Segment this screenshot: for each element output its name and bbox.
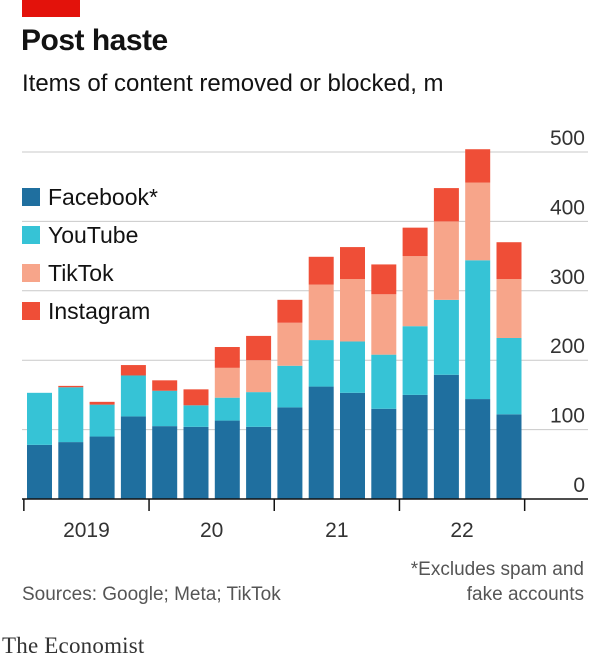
bar-instagram-8	[277, 299, 303, 323]
chart-title: Post haste	[21, 24, 168, 57]
bar-youtube-1	[58, 387, 84, 443]
legend-label-facebook: Facebook*	[48, 184, 158, 210]
brand-name: The Economist	[2, 633, 145, 658]
bar-instagram-2	[89, 401, 115, 405]
bar-tiktok-12	[402, 256, 428, 327]
y-tick-label-100: 100	[550, 405, 585, 428]
bar-youtube-10	[340, 341, 365, 393]
bar-instagram-14	[465, 149, 491, 183]
bar-instagram-11	[371, 264, 397, 295]
chart-panel: Post haste Items of content removed or b…	[21, 0, 588, 607]
x-tick-label-22: 22	[450, 519, 473, 542]
y-tick-label-0: 0	[573, 474, 585, 497]
bar-tiktok-13	[433, 221, 459, 300]
bar-instagram-13	[433, 188, 459, 222]
bar-youtube-14	[465, 260, 491, 400]
bar-tiktok-11	[371, 294, 397, 355]
bar-instagram-7	[246, 335, 272, 361]
red-tag	[22, 0, 80, 17]
x-tick-label-21: 21	[325, 519, 348, 542]
source-note: Sources: Google; Meta; TikTok	[22, 584, 281, 605]
bar-instagram-9	[308, 256, 334, 285]
bar-facebook-5	[183, 426, 209, 499]
brand-footer: The Economist	[0, 631, 608, 662]
legend-swatch-tiktok	[22, 264, 40, 282]
footnote-line-2: fake accounts	[466, 584, 584, 605]
bar-tiktok-14	[465, 182, 491, 261]
bar-youtube-3	[120, 375, 146, 417]
bar-facebook-3	[120, 416, 146, 499]
bar-tiktok-7	[246, 360, 272, 393]
bar-instagram-12	[402, 227, 428, 257]
bar-facebook-7	[246, 426, 272, 499]
y-tick-label-200: 200	[550, 335, 585, 358]
bar-instagram-5	[183, 389, 209, 406]
bar-youtube-8	[277, 365, 303, 408]
legend-label-instagram: Instagram	[48, 298, 150, 324]
bar-youtube-0	[27, 392, 52, 445]
bar-facebook-11	[371, 408, 397, 499]
y-tick-label-300: 300	[550, 266, 585, 289]
bar-youtube-5	[183, 405, 209, 427]
bar-youtube-6	[214, 397, 240, 421]
bar-instagram-4	[152, 380, 178, 391]
bar-tiktok-9	[308, 284, 334, 341]
legend-label-tiktok: TikTok	[48, 260, 114, 286]
stacked-bar-chart: 0 100 200 300 400 500 2019 20 21 22 Facebook* YouTu…	[22, 127, 588, 542]
bar-facebook-8	[277, 407, 303, 499]
bar-facebook-2	[89, 436, 115, 499]
bar-facebook-13	[433, 374, 459, 499]
bar-youtube-15	[496, 337, 522, 415]
bar-facebook-14	[465, 399, 491, 499]
x-tick-label-20: 20	[200, 519, 223, 542]
legend-swatch-instagram	[22, 302, 40, 320]
bar-facebook-4	[152, 426, 178, 499]
bar-facebook-6	[214, 420, 240, 499]
bar-youtube-11	[371, 354, 397, 409]
y-tick-label-500: 500	[550, 127, 585, 150]
bar-instagram-1	[58, 385, 84, 388]
bar-youtube-12	[402, 326, 428, 395]
y-tick-label-400: 400	[550, 196, 585, 219]
bar-facebook-1	[58, 442, 84, 499]
bar-instagram-6	[214, 347, 240, 368]
bar-youtube-7	[246, 392, 272, 427]
bar-facebook-10	[340, 392, 365, 499]
bar-youtube-4	[152, 390, 178, 427]
bar-facebook-12	[402, 394, 428, 499]
bar-facebook-15	[496, 414, 522, 499]
bar-youtube-13	[433, 299, 459, 375]
legend-label-youtube: YouTube	[48, 222, 138, 248]
bar-facebook-9	[308, 386, 334, 499]
bar-instagram-3	[120, 365, 146, 376]
legend-swatch-youtube	[22, 226, 40, 244]
bar-tiktok-15	[496, 279, 522, 338]
bar-instagram-15	[496, 242, 522, 280]
legend-swatch-facebook	[22, 188, 40, 206]
footnote-line-1: *Excludes spam and	[410, 559, 584, 580]
bar-facebook-0	[27, 444, 52, 499]
bar-tiktok-8	[277, 322, 303, 366]
bar-youtube-2	[89, 404, 115, 437]
bar-tiktok-6	[214, 367, 240, 398]
footnote: *Excludes spam and fake accounts	[344, 557, 584, 607]
bar-instagram-10	[340, 247, 365, 280]
chart-subtitle: Items of content removed or blocked, m	[22, 70, 444, 97]
bar-tiktok-10	[340, 279, 365, 342]
bar-youtube-9	[308, 340, 334, 387]
x-tick-label-2019: 2019	[63, 519, 110, 542]
